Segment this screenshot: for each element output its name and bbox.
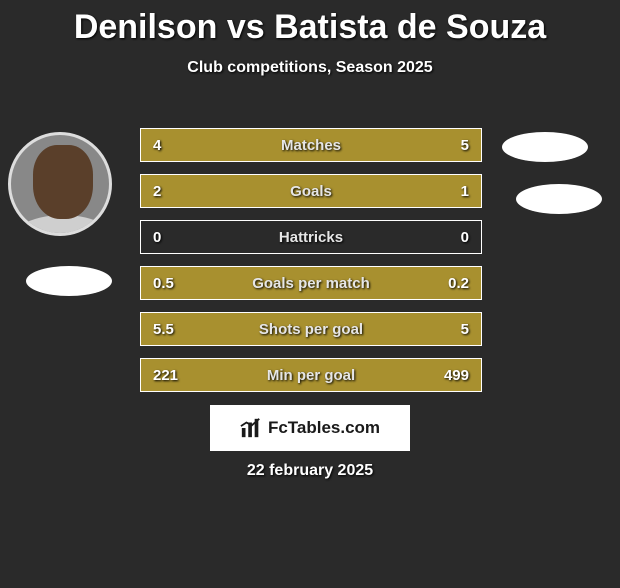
stat-label: Min per goal [141, 359, 481, 392]
stat-label: Hattricks [141, 221, 481, 254]
subtitle: Club competitions, Season 2025 [0, 59, 620, 77]
branding-badge: FcTables.com [210, 405, 410, 451]
stat-row: 0.5Goals per match0.2 [140, 266, 482, 300]
stat-label: Matches [141, 129, 481, 162]
stat-row: 5.5Shots per goal5 [140, 312, 482, 346]
stat-value-right: 0 [461, 221, 469, 254]
page-title: Denilson vs Batista de Souza [0, 8, 620, 47]
stat-row: 2Goals1 [140, 174, 482, 208]
player-avatar-left [8, 132, 112, 236]
stat-row: 4Matches5 [140, 128, 482, 162]
stat-label: Goals per match [141, 267, 481, 300]
stat-row: 0Hattricks0 [140, 220, 482, 254]
branding-text: FcTables.com [268, 418, 380, 438]
comparison-chart: 4Matches5 2Goals1 0Hattricks0 0.5Goals per … [140, 128, 482, 404]
stat-value-right: 1 [461, 175, 469, 208]
player-avatar-right [502, 132, 588, 162]
team-logo-left [26, 266, 112, 296]
stat-label: Goals [141, 175, 481, 208]
stat-value-right: 5 [461, 129, 469, 162]
stat-value-right: 5 [461, 313, 469, 346]
stat-value-right: 0.2 [448, 267, 469, 300]
stat-value-right: 499 [444, 359, 469, 392]
chart-icon [240, 417, 262, 439]
stat-row: 221Min per goal499 [140, 358, 482, 392]
team-logo-right [516, 184, 602, 214]
date-text: 22 february 2025 [0, 462, 620, 480]
stat-label: Shots per goal [141, 313, 481, 346]
